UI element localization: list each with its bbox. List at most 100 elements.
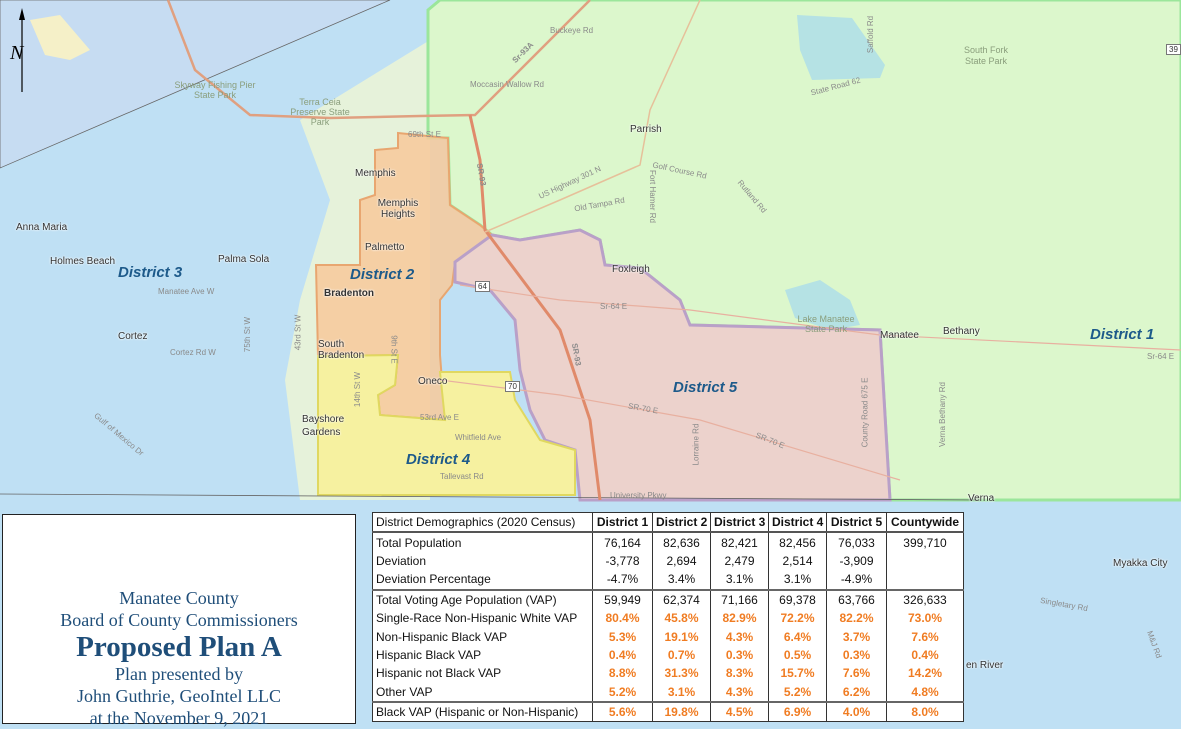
table-cell: 72.2% bbox=[768, 608, 827, 628]
table-cell: 82,456 bbox=[768, 532, 827, 552]
table-cell: 0.5% bbox=[768, 645, 827, 665]
row-label: Hispanic Black VAP bbox=[372, 645, 593, 665]
table-cell: 399,710 bbox=[886, 532, 964, 552]
table-cell: 4.8% bbox=[886, 682, 964, 702]
table-cell: 63,766 bbox=[826, 588, 887, 609]
table-row: Black VAP (Hispanic or Non-Hispanic) 5.6%… bbox=[372, 700, 964, 722]
table-cell: 8.8% bbox=[592, 664, 653, 683]
table-cell: 0.7% bbox=[652, 645, 711, 665]
road-label: Lorraine Rd bbox=[691, 423, 701, 466]
table-cell: 2,479 bbox=[710, 551, 769, 571]
county-boundary bbox=[0, 493, 981, 501]
road-label: Whitfield Ave bbox=[455, 433, 502, 442]
row-label: Black VAP (Hispanic or Non-Hispanic) bbox=[372, 700, 593, 722]
table-row: Total Voting Age Population (VAP) 59,949 6… bbox=[372, 588, 964, 609]
park-label: Skyway Fishing Pier State Park bbox=[174, 80, 256, 100]
row-label: Other VAP bbox=[372, 682, 593, 702]
table-cell: -4.9% bbox=[826, 570, 887, 590]
table-row: Single-Race Non-Hispanic White VAP 80.4% 4… bbox=[372, 608, 964, 628]
table-cell: 80.4% bbox=[592, 608, 653, 628]
place-label: Palmetto bbox=[365, 242, 405, 253]
place-label: Memphis bbox=[355, 168, 396, 179]
road-sr93 bbox=[468, 114, 602, 501]
row-label: Deviation Percentage bbox=[372, 570, 593, 590]
district-4-label: District 4 bbox=[406, 451, 471, 468]
row-label: Total Voting Age Population (VAP) bbox=[372, 588, 593, 609]
district-5-area[interactable] bbox=[453, 228, 892, 502]
park-label: Terra Ceia Preserve State Park bbox=[290, 97, 350, 127]
road-label: 43rd St W bbox=[293, 314, 303, 351]
place-label: Foxleigh bbox=[612, 264, 650, 275]
place-label: South Bradenton bbox=[318, 339, 365, 361]
table-cell: 0.3% bbox=[826, 645, 887, 665]
table-row: Other VAP 5.2% 3.1% 4.3% 5.2% 6.2% 4.8% bbox=[372, 682, 964, 702]
table-title: District Demographics (2020 Census) bbox=[372, 512, 593, 534]
route-64-shield: 64 bbox=[475, 281, 490, 292]
place-label: Anna Maria bbox=[16, 222, 68, 233]
road-label: Moccasin Wallow Rd bbox=[470, 80, 544, 89]
table-cell: 4.3% bbox=[710, 627, 769, 646]
row-label: Deviation bbox=[372, 551, 593, 571]
table-cell: 31.3% bbox=[652, 664, 711, 683]
table-cell: 8.3% bbox=[710, 664, 769, 683]
table-cell: 4.0% bbox=[826, 700, 887, 722]
table-cell: 19.8% bbox=[652, 700, 711, 722]
table-cell: 5.6% bbox=[592, 700, 653, 722]
table-cell: 3.7% bbox=[826, 627, 887, 646]
table-row: Deviation Percentage -4.7% 3.4% 3.1% 3.1% -4.… bbox=[372, 570, 964, 590]
table-cell: -3,778 bbox=[592, 551, 653, 571]
table-cell: 0.3% bbox=[710, 645, 769, 665]
table-cell bbox=[886, 551, 964, 571]
table-cell: 4.5% bbox=[710, 700, 769, 722]
road-i275 bbox=[166, 0, 591, 120]
table-cell: 0.4% bbox=[592, 645, 653, 665]
board-name: Board of County Commissioners bbox=[60, 610, 298, 630]
table-cell: 326,633 bbox=[886, 588, 964, 609]
road-sr64 bbox=[459, 284, 1181, 351]
table-row: Total Population 76,164 82,636 82,421 82,456… bbox=[372, 532, 964, 552]
table-cell: 62,374 bbox=[652, 588, 711, 609]
table-cell: 19.1% bbox=[652, 627, 711, 646]
road-label: Manatee Ave W bbox=[158, 287, 215, 296]
hillsborough-land bbox=[30, 15, 90, 60]
table-cell: 5.2% bbox=[768, 682, 827, 702]
district-1-label: District 1 bbox=[1090, 326, 1155, 343]
place-label: Bethany bbox=[943, 326, 980, 337]
table-cell: 6.2% bbox=[826, 682, 887, 702]
table-cell: -4.7% bbox=[592, 570, 653, 590]
park-label: South Fork State Park bbox=[963, 45, 1009, 66]
district-5-label: District 5 bbox=[673, 379, 738, 396]
table-cell: 2,694 bbox=[652, 551, 711, 571]
place-label: Bradenton bbox=[324, 288, 374, 299]
demographics-table: District Demographics (2020 Census) Distr… bbox=[372, 512, 964, 723]
table-cell: 69,378 bbox=[768, 588, 827, 609]
lake-manatee bbox=[785, 280, 860, 330]
table-cell: 15.7% bbox=[768, 664, 827, 683]
north-arrow-head bbox=[19, 8, 25, 20]
table-cell: -3,909 bbox=[826, 551, 887, 571]
place-label: Bayshore Gardens bbox=[302, 414, 345, 438]
road-label: 53rd Ave E bbox=[420, 413, 459, 422]
plan-title: Proposed Plan A bbox=[76, 631, 282, 663]
road-label: 14th St W bbox=[353, 371, 363, 408]
road-label: 75th St W bbox=[243, 316, 253, 353]
place-label: Parrish bbox=[630, 124, 662, 135]
table-cell: 59,949 bbox=[592, 588, 653, 609]
meeting-date: at the November 9, 2021 bbox=[89, 708, 269, 728]
road-label: Tallevast Rd bbox=[440, 472, 484, 481]
table-cell: 82.9% bbox=[710, 608, 769, 628]
road-label: Cortez Rd W bbox=[170, 348, 216, 357]
table-cell: 14.2% bbox=[886, 664, 964, 683]
table-cell: 76,164 bbox=[592, 532, 653, 552]
column-header: District 5 bbox=[826, 512, 887, 534]
table-cell: 8.0% bbox=[886, 700, 964, 722]
road-label: Sr-64 E bbox=[1147, 352, 1175, 361]
table-cell: 7.6% bbox=[826, 664, 887, 683]
road-label: 69th St E bbox=[408, 130, 441, 139]
row-label: Non-Hispanic Black VAP bbox=[372, 627, 593, 646]
road-sr70 bbox=[439, 379, 901, 481]
route-70-shield: 70 bbox=[505, 381, 520, 392]
place-label: Oneco bbox=[418, 376, 448, 387]
table-cell: 2,514 bbox=[768, 551, 827, 571]
table-cell: 4.3% bbox=[710, 682, 769, 702]
